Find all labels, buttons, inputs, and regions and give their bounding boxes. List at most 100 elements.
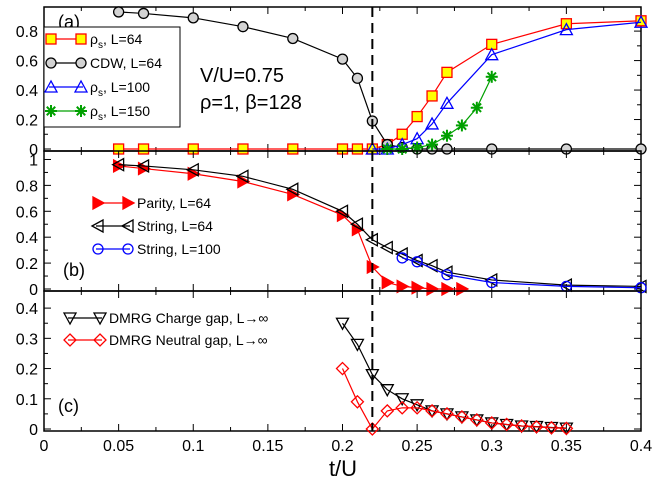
y-tick-label: 0.2 — [16, 256, 38, 273]
legend-label-sub: s — [98, 40, 103, 51]
data-point — [137, 7, 150, 20]
y-tick-label: 0.2 — [16, 113, 38, 130]
data-point — [287, 143, 299, 155]
legend-label-sub: s — [98, 112, 103, 123]
legend-label-rest: , L=150 — [103, 103, 150, 119]
legend-item: String, L=100 — [92, 241, 221, 257]
legend-label-sub: s — [98, 88, 103, 99]
y-tick-label: 1 — [29, 152, 38, 169]
legend-marker-start — [45, 57, 57, 69]
legend-marker-end — [122, 195, 136, 211]
panel-2: 0 0.1 0.2 0.3 0.4 0 0.05 0.1 0.15 0.2 0.25 0.3 0.35 0… — [16, 290, 652, 455]
legend-label: String, L=100 — [137, 241, 221, 257]
data-point — [470, 101, 483, 114]
data-point — [381, 143, 394, 155]
x-tick-label: 0.05 — [103, 438, 134, 455]
series-line — [118, 11, 641, 150]
legend-label-main: ρ — [90, 103, 98, 119]
legend-item: String, L=64 — [90, 218, 213, 234]
x-tick-label: 0.1 — [182, 438, 204, 455]
x-tick-label: 0 — [40, 438, 49, 455]
x-tick-label: 0.25 — [402, 438, 433, 455]
data-point — [137, 143, 150, 155]
data-point — [112, 6, 125, 18]
series-line — [118, 164, 642, 288]
legend-marker-end — [73, 79, 89, 93]
data-point — [350, 394, 365, 409]
y-tick-label: 0.8 — [16, 24, 38, 41]
data-point — [559, 421, 574, 436]
data-point — [187, 12, 199, 24]
data-point-stroke — [442, 130, 452, 141]
data-point — [440, 406, 454, 421]
data-point-stroke — [397, 144, 408, 154]
legend-label: CDW, L=64 — [90, 55, 162, 71]
data-point — [426, 90, 438, 102]
data-point-stroke — [456, 120, 467, 131]
legend-marker-start — [43, 79, 59, 93]
data-point — [424, 116, 440, 130]
data-point — [185, 162, 199, 177]
legend-label-main: ρ — [90, 31, 98, 47]
legend-marker-end-stroke — [76, 106, 86, 116]
data-point — [335, 361, 350, 376]
panel-label: (b) — [63, 260, 85, 280]
panel-1: 0 0.2 0.4 0.6 0.8 1 (b) Parity, L=64 String, L=6… — [16, 150, 647, 299]
data-point — [235, 169, 249, 184]
data-point — [380, 384, 395, 398]
legend-marker-end — [75, 105, 87, 117]
y-tick-label: 0 — [29, 422, 38, 439]
legend-label-rest: , L=100 — [103, 79, 150, 95]
data-point — [396, 252, 408, 264]
data-point-stroke — [486, 71, 497, 82]
data-point — [484, 47, 499, 61]
data-point — [351, 143, 364, 155]
legend-marker-end — [92, 312, 108, 326]
x-tick-label: 0.2 — [331, 438, 353, 455]
y-tick-label: 0.6 — [16, 204, 38, 221]
y-tick-label: 0.4 — [16, 230, 38, 247]
legend: Parity, L=64 String, L=64 String, L=100 — [90, 195, 221, 257]
data-point — [395, 393, 410, 407]
legend-label: ρs, L=64 — [90, 31, 142, 51]
series-2 — [365, 14, 649, 155]
legend-label: DMRG Neutral gap, L→∞ — [109, 332, 268, 348]
y-tick-label: 0.8 — [16, 178, 38, 195]
data-point-stroke — [382, 144, 393, 154]
legend-item: ρs, L=150 — [45, 103, 150, 123]
data-point — [559, 22, 574, 36]
data-point — [335, 317, 350, 331]
series-line — [342, 322, 567, 429]
series-1 — [335, 361, 574, 436]
panel-label: (c) — [58, 396, 79, 416]
x-axis-label: t/U — [329, 456, 357, 481]
legend-label: String, L=64 — [137, 218, 213, 234]
y-tick-label: 0.1 — [16, 392, 38, 409]
y-tick-label: 0 — [29, 282, 38, 299]
legend-box — [43, 26, 181, 128]
data-point — [439, 95, 455, 109]
data-point — [336, 53, 349, 65]
legend-label-rest: , L=64 — [103, 31, 143, 47]
data-point — [469, 413, 484, 427]
data-point — [335, 204, 349, 219]
x-tick-label: 0.4 — [630, 438, 652, 455]
data-point — [365, 422, 380, 436]
x-tick-label: 0.35 — [551, 438, 582, 455]
data-point — [396, 279, 410, 294]
data-point — [529, 419, 544, 434]
data-point — [411, 256, 423, 268]
legend-marker-start — [92, 243, 104, 255]
legend-marker-end — [93, 333, 107, 347]
data-point — [394, 246, 408, 262]
series-line — [372, 21, 642, 150]
data-point — [441, 269, 453, 281]
x-tick-label: 0.3 — [481, 438, 503, 455]
series-line — [402, 257, 642, 289]
data-point — [350, 338, 365, 352]
data-point — [136, 158, 150, 174]
data-point — [410, 400, 425, 415]
